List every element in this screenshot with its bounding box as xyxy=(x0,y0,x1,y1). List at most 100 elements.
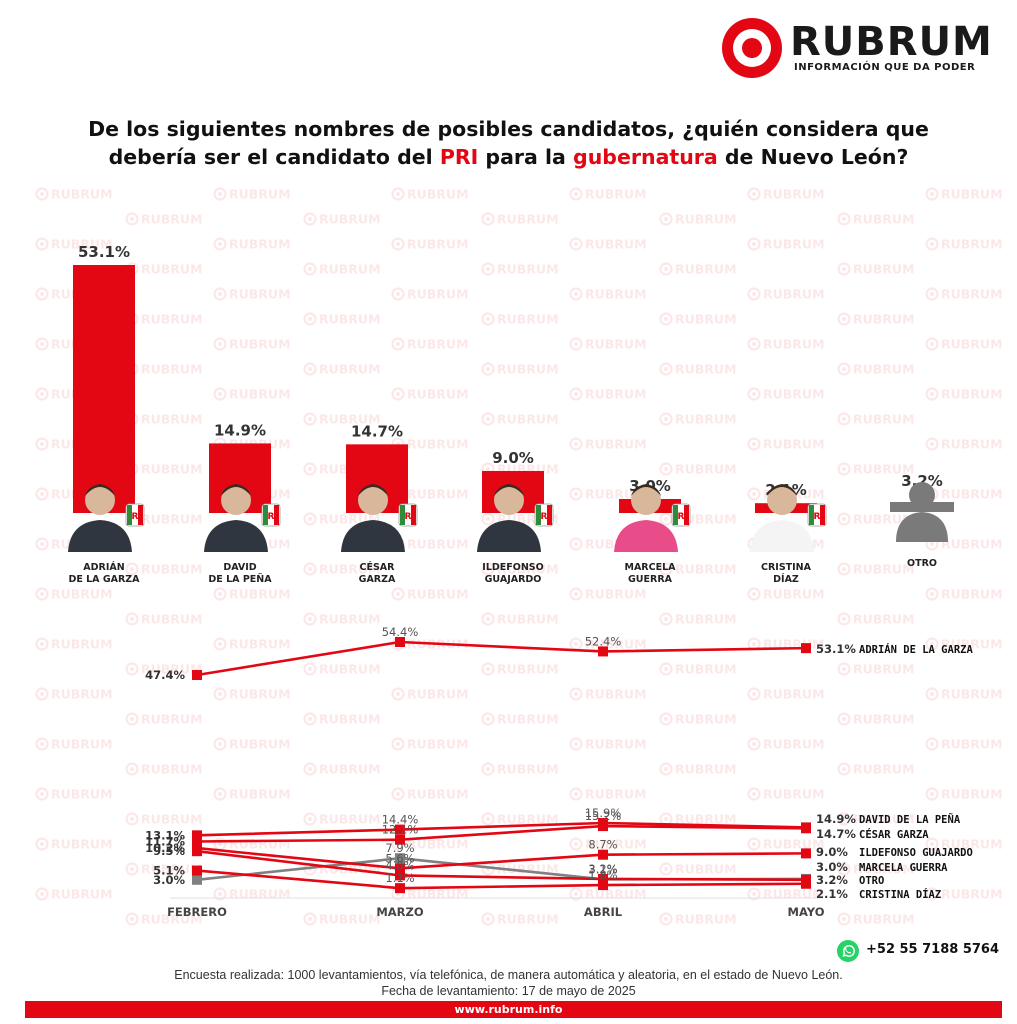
series-point xyxy=(801,643,811,654)
series-line xyxy=(196,640,807,677)
point-label: 14.4% xyxy=(382,813,419,827)
point-label: 47.4% xyxy=(145,668,185,682)
point-label: 3.0% xyxy=(153,873,185,887)
legend-value: 9.0% xyxy=(816,845,848,859)
series-point xyxy=(598,880,608,891)
question-highlight-gubernatura: gubernatura xyxy=(573,145,718,169)
point-label: 5.1% xyxy=(153,864,185,878)
point-label: 4.0% xyxy=(385,858,414,872)
line-chart: 47.4% 54.4% 52.4% 13.1% 14.4% 15.9% 11.7% 12.1%… xyxy=(145,625,973,919)
series-point xyxy=(192,865,202,876)
party-logo-icon: R xyxy=(807,503,827,527)
question-line-1: De los siguientes nombres de posibles ca… xyxy=(88,117,929,141)
series-point xyxy=(395,883,405,894)
x-tick-label: ABRIL xyxy=(584,905,623,919)
methodology-note: Encuesta realizada: 1000 levantamientos,… xyxy=(174,968,843,982)
party-logo-icon: R xyxy=(261,503,281,527)
candidate-name-line: ILDEFONSO xyxy=(482,562,544,573)
legend-value: 3.2% xyxy=(816,873,848,887)
svg-text:R: R xyxy=(541,512,548,522)
person-silhouette-icon xyxy=(890,482,954,542)
bar-value-label: 9.0% xyxy=(492,449,534,467)
x-tick-label: FEBRERO xyxy=(167,905,227,919)
series-point xyxy=(801,874,811,885)
svg-text:R: R xyxy=(678,512,685,522)
logo-dot-icon xyxy=(742,38,762,58)
point-label: 12.1% xyxy=(382,823,419,837)
series-point xyxy=(395,637,405,647)
watermark-text: RUBRUM xyxy=(763,187,825,202)
watermark-text: RUBRUM xyxy=(319,212,381,227)
candidate-name-line: GUAJARDO xyxy=(484,574,542,585)
series-point xyxy=(598,818,608,828)
watermark-text: RUBRUM xyxy=(51,187,113,202)
series-point xyxy=(192,670,202,680)
watermark-item: RUBRUM xyxy=(35,187,113,202)
candidate-name-line: DÍAZ xyxy=(773,574,799,585)
legend-name: ILDEFONSO GUAJARDO xyxy=(859,847,973,859)
footer-bar xyxy=(25,1001,1002,1018)
phone-number: +52 55 7188 5764 xyxy=(866,942,1000,957)
watermark-item: RUBRUM xyxy=(213,187,291,202)
svg-text:R: R xyxy=(405,512,412,522)
series-point xyxy=(395,863,405,874)
svg-text:R: R xyxy=(814,512,821,522)
series-point xyxy=(192,830,202,841)
series-point xyxy=(598,849,608,860)
survey-date-note: Fecha de levantamiento: 17 de mayo de 20… xyxy=(381,984,636,998)
point-label: 3.1% xyxy=(588,862,617,876)
whatsapp-icon xyxy=(837,940,859,962)
question-text-a: debería ser el candidato del xyxy=(108,145,440,169)
series-line xyxy=(196,846,807,870)
bar-chart: 53.1%14.9%14.7%9.0%3.0%2.1%3.2% xyxy=(73,243,943,513)
legend-name: DAVID DE LA PEÑA xyxy=(859,813,961,826)
candidate-name-label: OTRO xyxy=(867,558,977,570)
candidate-name-line: DE LA GARZA xyxy=(68,574,140,585)
bar-value-label: 14.9% xyxy=(214,421,266,439)
series-point xyxy=(598,646,608,657)
point-label: 5.6% xyxy=(385,851,414,865)
logo-tagline: INFORMACIÓN QUE DA PODER xyxy=(794,62,976,73)
legend-value: 3.0% xyxy=(816,860,848,874)
watermark-item: RUBRUM xyxy=(125,212,203,227)
question-text-b: para la xyxy=(478,145,574,169)
party-logo-icon: R xyxy=(398,503,418,527)
candidate-photo: R xyxy=(750,484,827,552)
point-label: 7.9% xyxy=(385,841,414,855)
candidate-name-line: DAVID xyxy=(223,562,257,573)
website-link[interactable]: www.rubrum.info xyxy=(454,1003,563,1016)
series-point xyxy=(801,822,811,833)
watermark-item: RUBRUM xyxy=(391,187,469,202)
point-label: 15.2% xyxy=(585,809,622,823)
point-label: 54.4% xyxy=(382,625,419,639)
x-tick-label: MARZO xyxy=(376,905,424,919)
watermark-item: RUBRUM xyxy=(837,212,915,227)
series-line xyxy=(196,824,807,843)
bar-value-label: 53.1% xyxy=(78,243,130,261)
series-point xyxy=(192,843,202,854)
watermark-text: RUBRUM xyxy=(853,212,915,227)
legend-value: 2.1% xyxy=(816,887,848,901)
candidate-name-line: ADRIÁN xyxy=(83,562,125,573)
legend-name: CÉSAR GARZA xyxy=(859,828,929,841)
series-point xyxy=(598,873,608,884)
series-point xyxy=(395,824,405,835)
candidate-photo: R xyxy=(68,484,145,552)
bar-value-label: 14.7% xyxy=(351,422,403,440)
point-label: 9.5% xyxy=(153,844,185,858)
candidate-name-label: CRISTINA DÍAZ xyxy=(731,562,841,586)
series-point xyxy=(801,848,811,859)
series-point xyxy=(395,834,405,845)
question-highlight-pri: PRI xyxy=(439,145,479,169)
point-label: 8.7% xyxy=(588,838,617,852)
legend-value: 14.9% xyxy=(816,812,856,826)
candidate-photo: R xyxy=(204,484,281,552)
legend-value: 53.1% xyxy=(816,642,856,656)
series-point xyxy=(395,853,405,864)
survey-question: De los siguientes nombres de posibles ca… xyxy=(20,115,997,171)
candidate-name-line: CÉSAR xyxy=(359,562,395,573)
bar-value-label: 3.2% xyxy=(901,472,943,490)
point-label: 10.2% xyxy=(145,841,185,855)
rubrum-logo: RUBRUM INFORMACIÓN QUE DA PODER xyxy=(722,18,1002,78)
point-label: 13.1% xyxy=(145,828,185,842)
